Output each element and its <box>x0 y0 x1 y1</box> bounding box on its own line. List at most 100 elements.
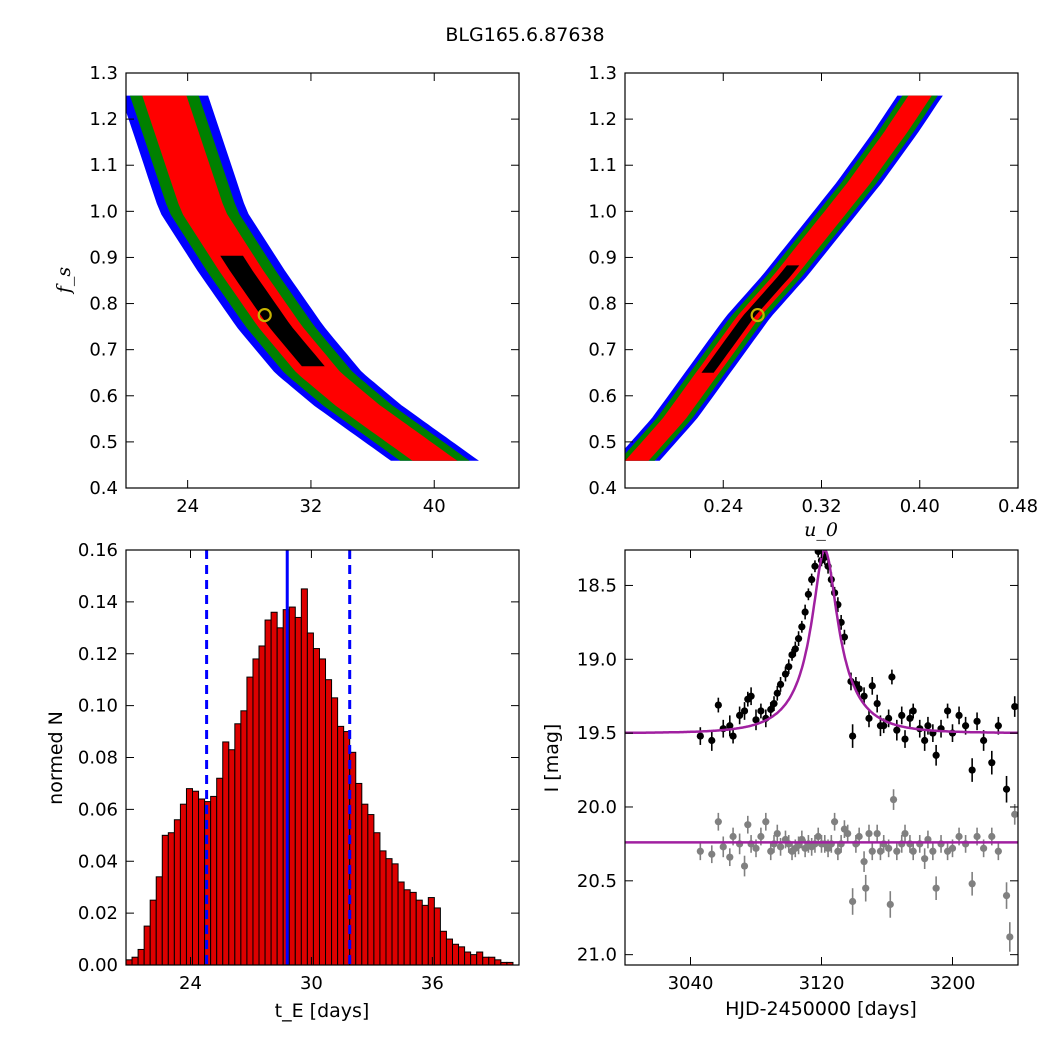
p2-histogram-bar <box>167 832 175 966</box>
p2-histogram-bar <box>318 658 327 966</box>
p3-data-point <box>740 707 749 715</box>
p2-histogram-bar <box>149 899 157 966</box>
p3-data-point <box>752 716 760 724</box>
p1-ytick-label: 0.4 <box>588 478 617 499</box>
p0-contours <box>126 95 479 461</box>
panel-tE-histogram: 24 30 36 0.00 0.02 0.04 0.06 0.08 0.10 0… <box>45 540 520 1022</box>
p3-data-point <box>962 722 970 730</box>
p2-histogram-bar <box>137 948 145 966</box>
p3-x-axis: 3040 3120 3200 <box>668 973 976 994</box>
p0-ytick-label: 1.1 <box>89 155 118 176</box>
p3-data-point <box>876 847 885 855</box>
p0-ytick-label: 0.7 <box>89 340 118 361</box>
p2-histogram-bar <box>161 834 169 966</box>
p1-xtick-label: 0.48 <box>998 496 1038 517</box>
p3-data-point <box>855 832 863 841</box>
p3-data-point <box>865 829 873 838</box>
p3-data-point <box>980 844 988 852</box>
p3-data-point <box>757 707 765 715</box>
p0-plot-area <box>125 72 520 489</box>
p3-data-point <box>901 735 909 743</box>
p3-data-point <box>757 832 765 841</box>
p2-histogram-bar <box>185 788 194 966</box>
p3-data-point <box>849 897 857 906</box>
p3-data-point <box>791 645 799 653</box>
p2-xtick-label: 36 <box>421 973 444 994</box>
p1-y-axis: 0.4 0.5 0.6 0.7 0.8 0.9 1.0 1.1 1.2 1.3 <box>588 63 617 499</box>
p2-ytick-label: 0.06 <box>78 799 118 820</box>
p2-histogram-bar <box>125 959 133 966</box>
p2-histogram-bar <box>228 749 236 966</box>
p0-contour-best <box>220 255 325 367</box>
p3-data-point <box>1006 933 1014 941</box>
p0-ytick-label: 1.2 <box>89 109 118 130</box>
p3-data-point <box>770 699 778 708</box>
p3-data-point <box>968 766 976 774</box>
p2-histogram-bar <box>270 611 278 966</box>
p2-histogram-bar <box>445 938 453 966</box>
p3-data-point <box>773 689 781 697</box>
p3-data-point <box>873 699 881 708</box>
p3-ytick-label: 21.0 <box>577 945 617 966</box>
p2-histogram-bar <box>415 899 423 966</box>
p2-histogram-bar <box>337 725 345 966</box>
p3-data-point <box>794 635 803 643</box>
p3-data-point <box>736 711 744 720</box>
p3-data-point <box>921 736 929 745</box>
p2-ytick-label: 0.00 <box>78 955 118 976</box>
p3-data-point <box>873 829 881 838</box>
p2-histogram-bar <box>476 951 484 966</box>
p3-data-point <box>943 707 952 715</box>
p3-data-point <box>886 900 894 909</box>
p3-ytick-label: 19.5 <box>577 723 617 744</box>
p3-data-point <box>811 562 819 570</box>
p3-data-point <box>719 843 727 851</box>
p3-data-point <box>988 759 996 767</box>
p3-ytick-label: 20.0 <box>577 797 617 818</box>
p2-ylabel: normed N <box>45 711 67 805</box>
p1-ytick-label: 1.0 <box>588 201 617 222</box>
p3-data-point <box>814 550 822 556</box>
p3-data-point <box>831 818 839 826</box>
p2-histogram-bar <box>331 697 339 966</box>
p2-histogram-bar <box>210 795 218 966</box>
p2-histogram-bar <box>179 803 187 966</box>
p3-data-point <box>781 670 790 678</box>
panel-lightcurve: 3040 3120 3200 18.5 19.0 19.5 20.0 20.5 … <box>541 549 1019 1020</box>
p2-histogram-bar <box>325 679 333 966</box>
p2-xlabel: t_E [days] <box>275 1000 370 1022</box>
p2-histogram-bar <box>427 897 435 966</box>
p2-histogram-bar <box>470 954 478 966</box>
p0-contour-sigma1 <box>142 95 458 461</box>
p1-plot-area <box>624 72 1019 489</box>
p3-data-point <box>929 847 937 855</box>
p2-histogram-bar <box>216 777 224 966</box>
p3-data-point <box>776 843 785 851</box>
p3-ytick-label: 18.5 <box>577 575 617 596</box>
p3-data-point <box>773 829 781 838</box>
p3-data-point <box>744 821 752 829</box>
p1-ytick-label: 0.9 <box>588 247 617 268</box>
p3-xtick-label: 3120 <box>799 973 845 994</box>
p2-ytick-label: 0.04 <box>78 851 118 872</box>
p2-histogram-bar <box>482 956 490 966</box>
p1-xtick-label: 0.32 <box>801 496 841 517</box>
p1-ytick-label: 0.5 <box>588 432 617 453</box>
p3-data-point <box>708 850 716 858</box>
p3-data-point <box>868 847 876 855</box>
p3-data-point <box>788 651 796 659</box>
p3-data-point <box>726 853 734 861</box>
p2-histogram-bar <box>421 904 429 966</box>
p2-histogram-bar <box>276 627 284 966</box>
p2-histogram-bar <box>131 956 139 966</box>
p2-ytick-label: 0.08 <box>78 748 118 769</box>
p2-ytick-label: 0.02 <box>78 903 118 924</box>
p3-data-point <box>1002 785 1011 793</box>
p2-histogram-bar <box>173 819 181 966</box>
panel-fs-vs-tE: 24 32 40 0.4 0.5 0.6 0.7 0.8 0.9 1.0 1.1… <box>53 63 520 517</box>
p2-histogram-bar <box>403 889 411 966</box>
p3-ytick-label: 19.0 <box>577 649 617 670</box>
p1-best-fit-marker <box>750 307 765 323</box>
p3-data-point <box>909 707 917 715</box>
p2-xtick-label: 30 <box>300 973 323 994</box>
